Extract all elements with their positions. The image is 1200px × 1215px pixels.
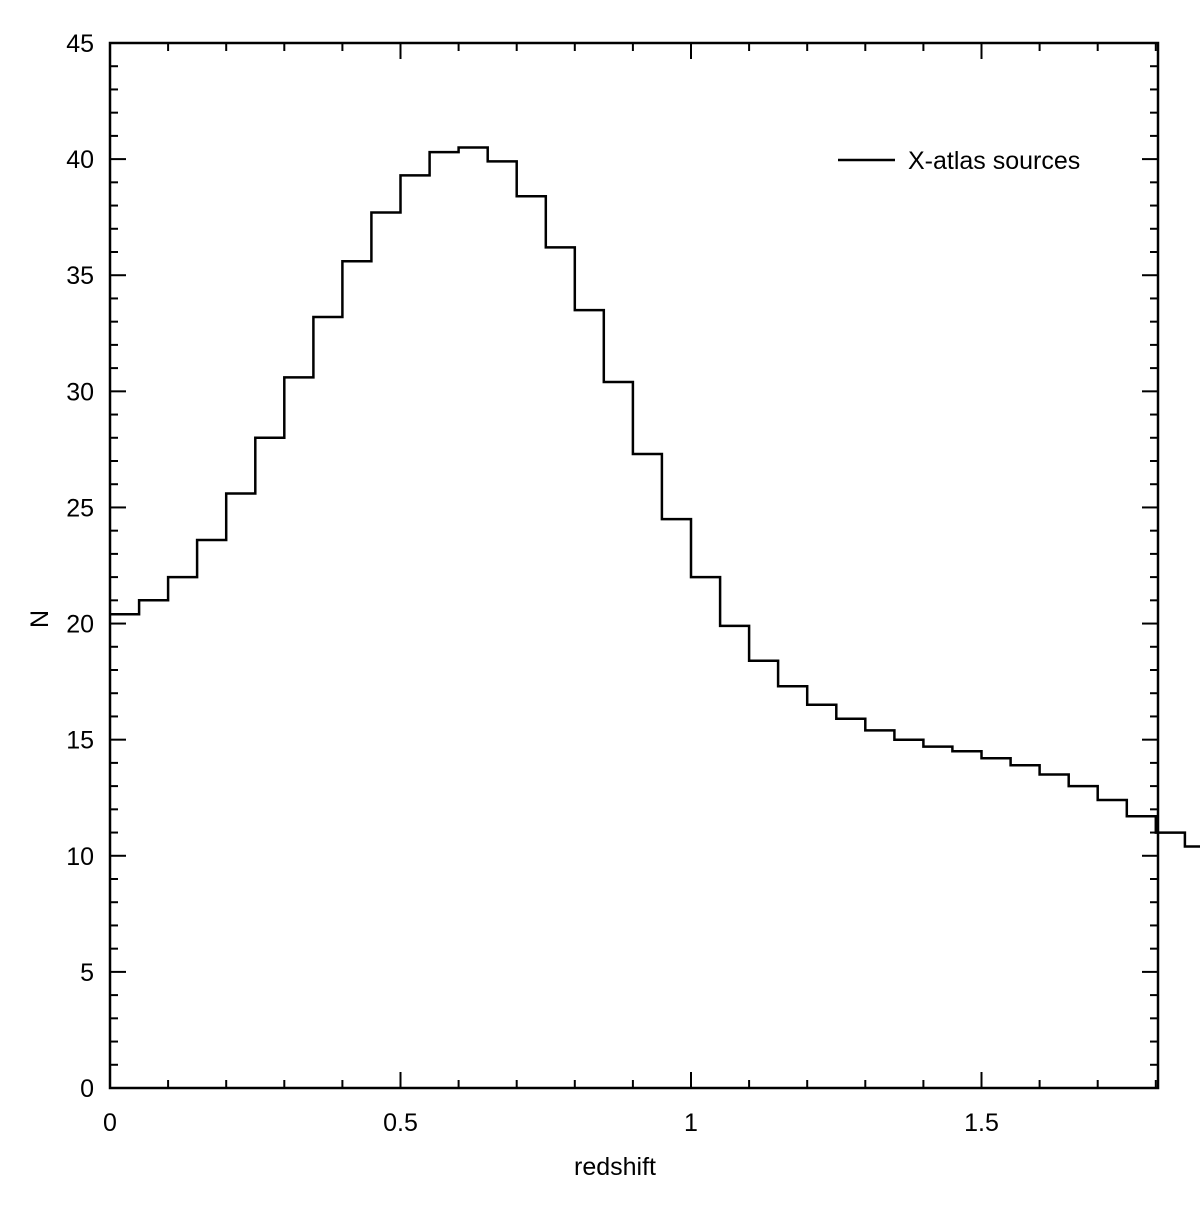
y-tick-labels: 0 5 10 15 20 25 30 35 40 45 bbox=[66, 30, 94, 1103]
y-axis-label: N bbox=[26, 610, 54, 628]
y-tick-label: 35 bbox=[66, 262, 94, 290]
y-tick-label: 0 bbox=[80, 1075, 94, 1103]
x-tick-label: 0.5 bbox=[383, 1109, 418, 1137]
y-tick-label: 20 bbox=[66, 611, 94, 639]
plot-frame bbox=[108, 41, 1160, 1090]
x-axis-label: redshift bbox=[574, 1153, 656, 1181]
axis-ticks bbox=[109, 42, 1158, 1089]
y-tick-label: 30 bbox=[66, 378, 94, 406]
y-tick-label: 25 bbox=[66, 494, 94, 522]
y-tick-label: 45 bbox=[66, 30, 94, 58]
y-tick-label: 40 bbox=[66, 146, 94, 174]
legend-label: X-atlas sources bbox=[908, 147, 1080, 175]
legend: X-atlas sources bbox=[838, 147, 1080, 175]
x-tick-label: 1.5 bbox=[964, 1109, 999, 1137]
x-tick-label: 0 bbox=[103, 1109, 117, 1137]
x-tick-labels: 00.511.522.533.5 bbox=[103, 1109, 999, 1137]
y-tick-label: 10 bbox=[66, 843, 94, 871]
histogram-series-line bbox=[110, 146, 1200, 848]
x-tick-label: 1 bbox=[684, 1109, 698, 1137]
y-tick-label: 15 bbox=[66, 727, 94, 755]
y-tick-label: 5 bbox=[80, 959, 94, 987]
